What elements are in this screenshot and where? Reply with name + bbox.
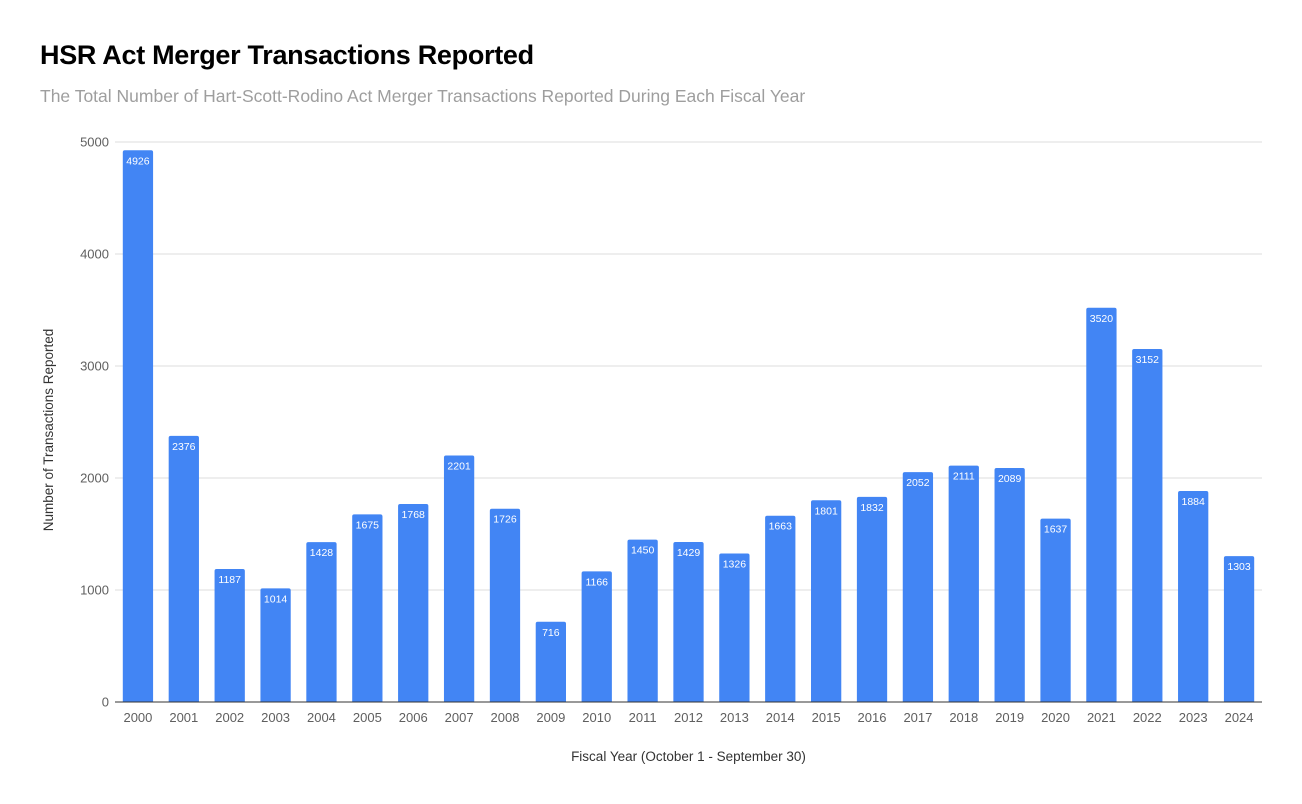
x-tick-label-2021: 2021 <box>1087 710 1116 725</box>
data-labels: 4926 2376 1187 1014 1428 1675 1768 2201 1726 716 1… <box>126 155 1251 639</box>
x-tick-label-2022: 2022 <box>1133 710 1162 725</box>
bar-2012 <box>673 541 704 702</box>
x-tick-label-2001: 2001 <box>169 710 198 725</box>
data-label-2023: 1884 <box>1182 496 1206 508</box>
data-label-2000: 4926 <box>126 155 150 167</box>
data-label-2016: 1832 <box>860 502 884 514</box>
x-tick-label-2013: 2013 <box>720 710 749 725</box>
bar-2017 <box>902 472 934 702</box>
y-axis-ticks: 0 1000 2000 3000 4000 5000 <box>80 135 109 710</box>
x-tick-label-2024: 2024 <box>1225 710 1254 725</box>
x-tick-label-2012: 2012 <box>674 710 703 725</box>
bar-2009 <box>535 621 567 702</box>
data-label-2012: 1429 <box>677 547 701 559</box>
bar-2004 <box>306 542 337 702</box>
bar-2010 <box>581 571 612 702</box>
data-label-2005: 1675 <box>356 519 380 531</box>
x-tick-label-2007: 2007 <box>445 710 474 725</box>
bar-2019 <box>994 468 1025 702</box>
x-tick-label-2009: 2009 <box>536 710 565 725</box>
x-tick-label-2016: 2016 <box>858 710 887 725</box>
bar-2011 <box>627 539 658 702</box>
data-label-2017: 2052 <box>906 477 930 489</box>
x-tick-label-2000: 2000 <box>123 710 152 725</box>
bar-2005 <box>352 514 383 702</box>
x-tick-label-2020: 2020 <box>1041 710 1070 725</box>
data-label-2014: 1663 <box>769 521 793 533</box>
bar-2013 <box>719 553 750 702</box>
y-tick-label: 4000 <box>80 247 109 262</box>
bar-2015 <box>810 500 842 702</box>
bar-2016 <box>856 496 888 702</box>
data-label-2020: 1637 <box>1044 524 1068 536</box>
bar-2023 <box>1178 490 1209 702</box>
bar-2002 <box>214 569 245 702</box>
x-tick-label-2002: 2002 <box>215 710 244 725</box>
data-label-2002: 1187 <box>218 574 241 586</box>
bars <box>122 150 1255 703</box>
bar-2018 <box>948 465 979 702</box>
bar-2000 <box>122 150 154 703</box>
y-axis-title: Number of Transactions Reported <box>41 329 56 532</box>
x-tick-label-2015: 2015 <box>812 710 841 725</box>
data-label-2004: 1428 <box>310 547 334 559</box>
x-tick-label-2003: 2003 <box>261 710 290 725</box>
bar-2020 <box>1040 518 1071 702</box>
x-tick-label-2011: 2011 <box>629 710 657 725</box>
y-tick-label: 5000 <box>80 135 109 150</box>
bar-2007 <box>443 455 475 702</box>
data-label-2003: 1014 <box>264 593 288 605</box>
x-axis-ticks: 2000 2001 2002 2003 2004 2005 2006 2007 2008 2009… <box>123 710 1253 725</box>
data-label-2018: 2111 <box>953 471 975 483</box>
bar-2008 <box>489 508 521 702</box>
x-tick-label-2004: 2004 <box>307 710 336 725</box>
y-tick-label: 1000 <box>80 583 109 598</box>
y-tick-label: 0 <box>102 695 109 710</box>
data-label-2008: 1726 <box>493 514 517 526</box>
x-tick-label-2014: 2014 <box>766 710 795 725</box>
x-tick-label-2008: 2008 <box>491 710 520 725</box>
data-label-2015: 1801 <box>814 505 838 517</box>
bar-2006 <box>398 503 429 702</box>
bar-2001 <box>168 435 199 702</box>
data-label-2010: 1166 <box>585 576 608 588</box>
x-tick-label-2017: 2017 <box>903 710 932 725</box>
bar-2022 <box>1132 348 1163 702</box>
data-label-2009: 716 <box>542 627 560 639</box>
data-label-2019: 2089 <box>998 473 1022 485</box>
y-tick-label: 3000 <box>80 359 109 374</box>
x-axis-title: Fiscal Year (October 1 - September 30) <box>571 749 806 764</box>
data-label-2011: 1450 <box>631 545 655 557</box>
bar-2003 <box>260 588 291 702</box>
bar-2014 <box>765 515 796 702</box>
x-tick-label-2005: 2005 <box>353 710 382 725</box>
x-tick-label-2018: 2018 <box>949 710 978 725</box>
data-label-2006: 1768 <box>402 509 426 521</box>
chart-title: HSR Act Merger Transactions Reported <box>40 40 534 70</box>
data-label-2024: 1303 <box>1227 561 1251 573</box>
chart-subtitle: The Total Number of Hart-Scott-Rodino Ac… <box>40 86 806 106</box>
bar-2024 <box>1223 556 1255 702</box>
data-label-2013: 1326 <box>723 558 747 570</box>
x-tick-label-2023: 2023 <box>1179 710 1208 725</box>
y-tick-label: 2000 <box>80 471 109 486</box>
x-tick-label-2019: 2019 <box>995 710 1024 725</box>
bar-2021 <box>1086 307 1117 702</box>
data-label-2007: 2201 <box>447 460 471 472</box>
data-label-2021: 3520 <box>1090 313 1114 325</box>
data-label-2001: 2376 <box>172 441 196 453</box>
data-label-2022: 3152 <box>1136 354 1160 366</box>
x-tick-label-2010: 2010 <box>582 710 611 725</box>
x-tick-label-2006: 2006 <box>399 710 428 725</box>
